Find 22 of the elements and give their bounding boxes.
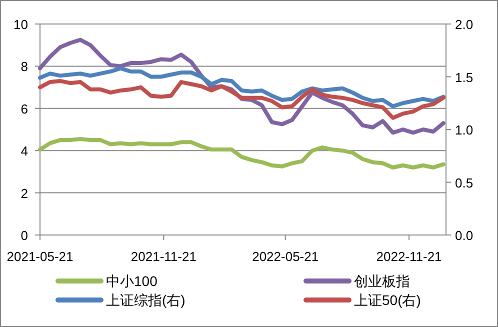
y2-tick-label: 0.5 [455, 175, 474, 190]
line-series [38, 78, 446, 120]
line-series [38, 66, 446, 108]
y-tick-label: 8 [20, 59, 28, 74]
y2-tick-label: 1.5 [455, 70, 474, 85]
y-tick-label: 4 [20, 144, 28, 159]
legend-label: 中小100 [106, 273, 158, 289]
y-tick-label: 2 [20, 186, 28, 201]
y-tick-label: 6 [20, 101, 28, 116]
legend-label: 上证综指(右) [106, 292, 186, 308]
y2-tick-label: 2.0 [455, 17, 474, 32]
x-tick-label: 2021-05-21 [6, 249, 74, 264]
y2-tick-label: 1.0 [455, 122, 474, 138]
legend-label: 上证50(右) [354, 292, 421, 308]
x-tick-label: 2021-11-21 [130, 249, 196, 264]
y2-tick-label: 0.0 [455, 228, 474, 243]
x-tick-label: 2022-05-21 [252, 249, 319, 264]
y-tick-label: 0 [20, 228, 28, 243]
line-series [38, 136, 446, 170]
y-tick-label: 10 [14, 17, 28, 32]
legend-label: 创业板指 [354, 273, 410, 289]
x-tick-label: 2022-11-21 [376, 249, 442, 264]
